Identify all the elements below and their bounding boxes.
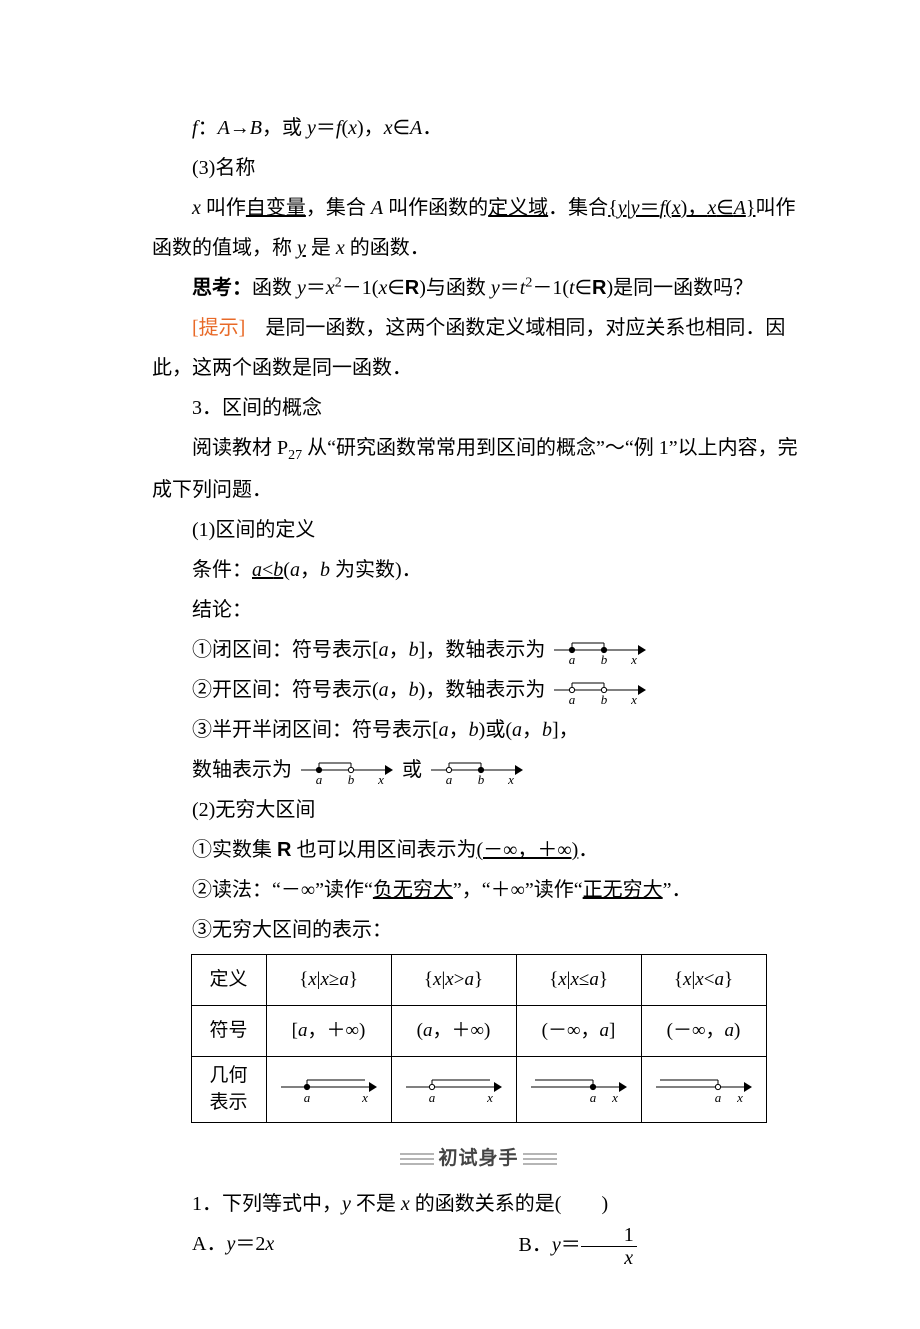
cell-sym-2: (－∞，a] [516,1006,641,1057]
line-half-axes: 数轴表示为 a b x 或 a b x [152,750,805,790]
table-row-geom: 几何表示 ax ax ax ax [191,1057,766,1123]
line-1-interval-def: (1)区间的定义 [152,510,805,550]
svg-text:x: x [377,772,384,786]
cell-def-0: {x|x≥a} [266,955,391,1006]
svg-text:a: a [569,652,576,666]
rowhead-sym: 符号 [191,1006,266,1057]
cell-def-2: {x|x≤a} [516,955,641,1006]
cell-geom-0: ax [266,1057,391,1123]
q1-opt-a: A．y＝2x [152,1224,479,1269]
line-condition: 条件：a<b(a，b 为实数)． [152,550,805,590]
axis-half-ab-2: abx [429,756,525,786]
axis-closed-ab: abx [552,636,648,666]
axis-open-ab: abx [552,676,648,706]
svg-text:a: a [446,772,453,786]
line-open-interval: ②开区间：符号表示(a，b)，数轴表示为 a b x [152,670,805,710]
half-axes-pre: 数轴表示为 [192,759,292,781]
svg-text:x: x [630,652,637,666]
axis-half-ab-1: abx [299,756,395,786]
line-read-inf: ②读法：“－∞”读作“负无穷大”，“＋∞”读作“正无穷大”． [152,870,805,910]
line-3-name: (3)名称 [152,148,805,188]
svg-text:a: a [316,772,323,786]
q1-options-row: A．y＝2x B．y＝1x [152,1224,805,1269]
line-2-infinite: (2)无穷大区间 [152,790,805,830]
cell-def-1: {x|x>a} [391,955,516,1006]
svg-text:a: a [714,1090,721,1105]
line-inf-table-intro: ③无穷大区间的表示： [152,910,805,950]
cell-sym-0: [a，＋∞) [266,1006,391,1057]
banner-deco-left [400,1153,434,1165]
line-conclusion: 结论： [152,590,805,630]
open-interval-text: ②开区间：符号表示(a，b)，数轴表示为 [192,679,545,701]
svg-text:a: a [428,1090,435,1105]
cell-sym-1: (a，＋∞) [391,1006,516,1057]
line-R-interval: ①实数集 R 也可以用区间表示为(－∞，＋∞)． [152,830,805,870]
banner-text: 初试身手 [434,1140,522,1178]
section-banner: 初试身手 [152,1129,805,1178]
table-row-sym: 符号 [a，＋∞) (a，＋∞) (－∞，a] (－∞，a) [191,1006,766,1057]
axis-le-a: ax [529,1073,629,1107]
cell-geom-3: ax [641,1057,766,1123]
half-axes-mid: 或 [402,759,422,781]
cell-sym-3: (－∞，a) [641,1006,766,1057]
svg-text:x: x [361,1090,368,1105]
cell-def-3: {x|x<a} [641,955,766,1006]
q1-opt-b: B．y＝1x [479,1224,806,1269]
rowhead-def: 定义 [191,955,266,1006]
line-half-interval: ③半开半闭区间：符号表示[a，b)或(a，b]， [152,710,805,750]
svg-text:a: a [569,692,576,706]
axis-gt-a: ax [404,1073,504,1107]
svg-text:b: b [478,772,485,786]
svg-text:b: b [601,692,608,706]
svg-text:x: x [486,1090,493,1105]
line-closed-interval: ①闭区间：符号表示[a，b]，数轴表示为 a b x [152,630,805,670]
svg-text:x: x [736,1090,743,1105]
line-names-def: x 叫作自变量，集合 A 叫作函数的定义域．集合{y|y＝f(x)，x∈A}叫作… [152,188,805,268]
line-read-textbook: 阅读教材 P27 从“研究函数常常用到区间的概念”～“例 1”以上内容，完成下列… [152,428,805,510]
svg-text:a: a [303,1090,310,1105]
axis-lt-a: ax [654,1073,754,1107]
svg-text:x: x [611,1090,618,1105]
infinite-interval-table: 定义 {x|x≥a} {x|x>a} {x|x≤a} {x|x<a} 符号 [a… [191,954,767,1123]
closed-interval-text: ①闭区间：符号表示[a，b]，数轴表示为 [192,639,545,661]
line-hint: [提示] 是同一函数，这两个函数定义域相同，对应关系也相同．因此，这两个函数是同… [152,308,805,388]
axis-ge-a: ax [279,1073,379,1107]
svg-text:a: a [589,1090,596,1105]
rowhead-geom: 几何表示 [191,1057,266,1123]
q1-stem: 1．下列等式中，y 不是 x 的函数关系的是( ) [152,1184,805,1224]
line-f-ab: f：A→B，或 y＝f(x)，x∈A． [152,108,805,148]
banner-deco-right [523,1153,557,1165]
cell-geom-2: ax [516,1057,641,1123]
table-row-def: 定义 {x|x≥a} {x|x>a} {x|x≤a} {x|x<a} [191,955,766,1006]
svg-text:b: b [601,652,608,666]
heading-3-interval: 3．区间的概念 [152,388,805,428]
line-think: 思考：函数 y＝x2－1(x∈R)与函数 y＝t2－1(t∈R)是同一函数吗？ [152,268,805,308]
svg-text:x: x [630,692,637,706]
svg-text:b: b [348,772,355,786]
cell-geom-1: ax [391,1057,516,1123]
svg-text:x: x [507,772,514,786]
